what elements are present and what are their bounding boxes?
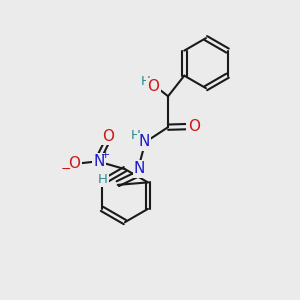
Text: N: N (93, 154, 105, 169)
Text: H: H (98, 172, 108, 185)
Text: +: + (101, 150, 110, 160)
Text: H: H (140, 75, 150, 88)
Text: O: O (102, 129, 114, 144)
Text: −: − (61, 163, 71, 176)
Text: O: O (147, 79, 159, 94)
Text: N: N (138, 134, 150, 149)
Text: O: O (69, 156, 81, 171)
Text: O: O (188, 119, 200, 134)
Text: N: N (134, 161, 145, 176)
Text: H: H (131, 129, 141, 142)
